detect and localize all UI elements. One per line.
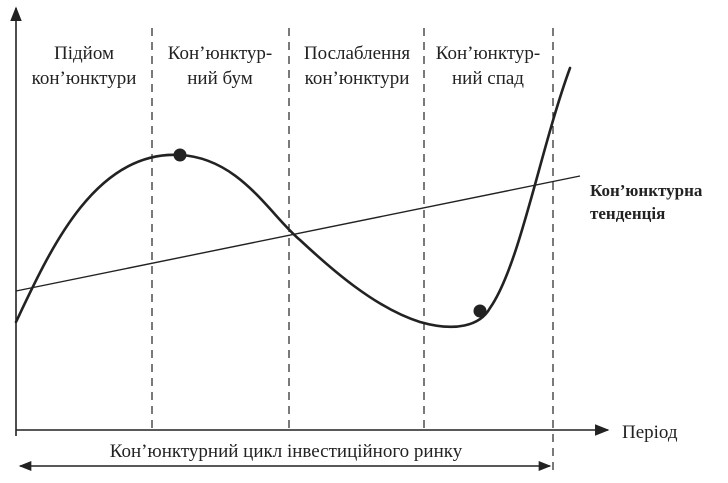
phase-label-boom-line2: ний бум bbox=[187, 68, 252, 89]
trend-label-line2: тенденція bbox=[590, 204, 665, 223]
peak-point bbox=[173, 148, 187, 162]
phase-label-slowdown-line2: кон’юнктури bbox=[305, 68, 410, 89]
phase-label-recession-line2: ний спад bbox=[452, 68, 524, 89]
phase-label-rise-line1: Підйом bbox=[54, 43, 114, 64]
trend-label-line1: Кон’юнктурна bbox=[590, 181, 703, 200]
cycle-curve bbox=[14, 66, 572, 329]
trough-point bbox=[473, 304, 487, 318]
phase-label-rise-line2: кон’юнктури bbox=[32, 68, 137, 89]
phase-label-slowdown-line1: Послаблення bbox=[304, 43, 410, 64]
x-axis-label: Період bbox=[622, 422, 678, 443]
phase-label-boom-line1: Кон’юнктур- bbox=[168, 43, 272, 64]
cycle-label: Кон’юнктурний цикл інвестиційного ринку bbox=[110, 441, 463, 462]
trend-line bbox=[15, 175, 581, 292]
phase-label-recession-line1: Кон’юнктур- bbox=[436, 43, 540, 64]
